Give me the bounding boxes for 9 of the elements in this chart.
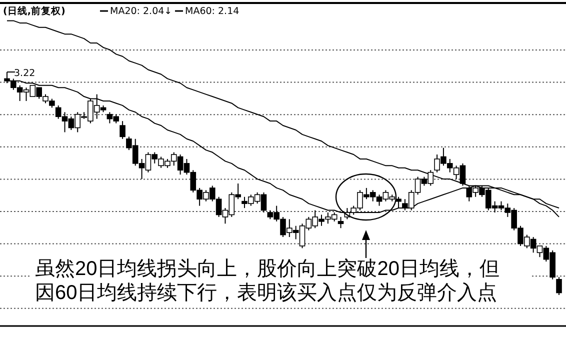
candlestick	[556, 276, 562, 296]
candlestick	[338, 216, 344, 229]
annotation: 3.22	[14, 68, 36, 79]
annotation: 虽然20日均线拐头向上，股价向上突破20日均线，但	[35, 258, 500, 280]
candlestick	[120, 120, 126, 140]
legend-label: MA20: 2.04↓	[110, 6, 172, 17]
legend-label: MA60: 2.14	[185, 6, 240, 17]
chart-title: (日线,前复权)	[3, 5, 66, 17]
annotation: 因60日均线持续下行，表明该买入点仅为反弹介入点	[35, 282, 498, 304]
